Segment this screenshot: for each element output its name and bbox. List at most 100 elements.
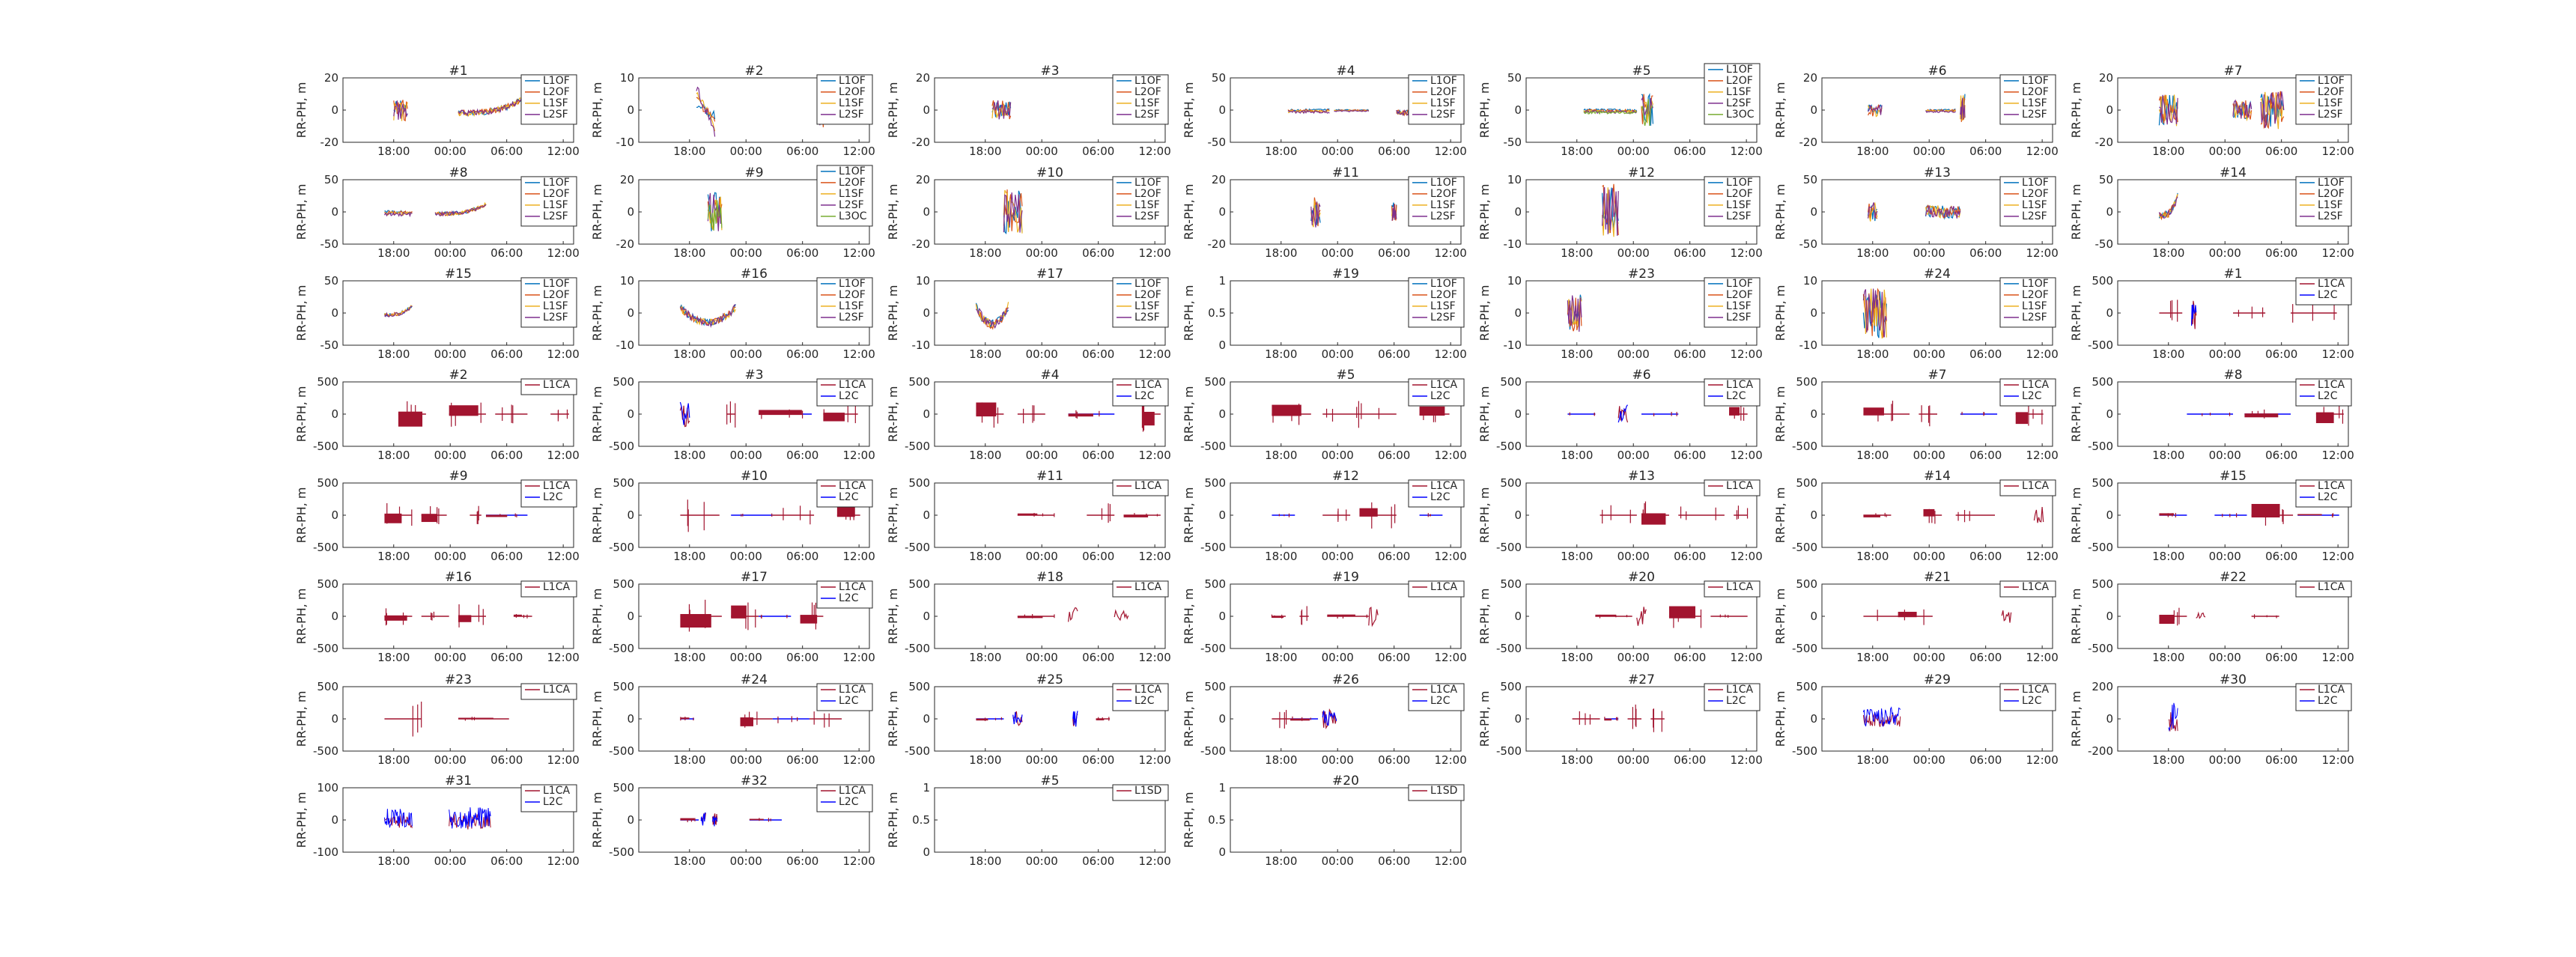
legend-entry: L1SF: [1430, 199, 1456, 211]
x-tick-label: 12:00: [1731, 145, 1763, 158]
y-tick-label: 1: [923, 781, 930, 795]
subplot-12: #13 RR-PH, m 50 0 -50 18:00 00:00 06:00 12:00 L1O…: [1773, 165, 2059, 260]
x-tick-label: 06:00: [1674, 246, 1706, 260]
x-tick-label: 12:00: [2026, 246, 2059, 260]
y-tick-label: -50: [1208, 136, 1227, 149]
x-tick-label: 00:00: [2209, 550, 2241, 563]
x-tick-label: 12:00: [1139, 854, 1171, 868]
legend-entry: L2SF: [1726, 97, 1752, 109]
x-tick-label: 18:00: [1561, 246, 1593, 260]
legend-entry: L2SF: [543, 210, 568, 222]
legend-entry: L1CA: [839, 480, 866, 492]
y-axis-label: RR-PH, m: [590, 487, 604, 544]
y-tick-label: 0: [1218, 845, 1226, 859]
legend-entry: L1OF: [839, 278, 866, 290]
legend-entry: L1CA: [839, 379, 866, 391]
y-tick-label: 500: [2092, 577, 2113, 591]
legend-entry: L2C: [1430, 695, 1450, 707]
x-tick-label: 12:00: [2026, 651, 2059, 664]
series-trace: [1641, 99, 1653, 127]
y-tick-label: 50: [1212, 71, 1226, 85]
legend-entry: L1CA: [1726, 379, 1753, 391]
y-axis-label: RR-PH, m: [1182, 691, 1196, 747]
legend-entry: L1OF: [1430, 177, 1457, 189]
x-tick-label: 18:00: [1265, 347, 1297, 361]
x-tick-label: 00:00: [1913, 651, 1945, 664]
x-tick-label: 18:00: [1856, 550, 1889, 563]
subplot-31: #12 RR-PH, m 500 0 -500 18:00 00:00 06:00 12:00 L…: [1182, 469, 1467, 563]
legend-entry: L1SF: [2318, 199, 2343, 211]
y-tick-label: 0: [627, 610, 634, 623]
legend-box: [1999, 580, 2056, 598]
series-trace: [2191, 304, 2197, 326]
legend-entry: L2C: [543, 491, 563, 503]
y-tick-label: -500: [2088, 440, 2113, 453]
y-tick-label: 0: [2106, 407, 2113, 421]
y-tick-label: 500: [2092, 476, 2113, 490]
y-tick-label: 500: [1500, 680, 1522, 693]
y-tick-label: 0: [331, 610, 338, 623]
x-tick-label: 06:00: [786, 550, 818, 563]
y-tick-label: 0: [1218, 610, 1226, 623]
subplot-49: #31 RR-PH, m 100 0 -100 18:00 00:00 06:00 12:00 L…: [294, 774, 580, 868]
legend-entry: L1CA: [1430, 480, 1457, 492]
x-tick-label: 06:00: [786, 246, 818, 260]
legend-entry: L1CA: [1726, 480, 1753, 492]
x-tick-label: 06:00: [1674, 347, 1706, 361]
subplot-title: #15: [445, 267, 472, 282]
y-axis-label: RR-PH, m: [294, 285, 309, 341]
legend-box: [520, 580, 577, 598]
x-tick-label: 06:00: [1969, 347, 2002, 361]
y-tick-label: 0: [1218, 508, 1226, 522]
legend-entry: L2C: [1430, 491, 1450, 503]
x-tick-label: 18:00: [377, 854, 410, 868]
legend-entry: L1CA: [2022, 684, 2049, 696]
y-tick-label: 0: [627, 813, 634, 827]
x-tick-label: 00:00: [1913, 753, 1945, 767]
y-tick-label: 20: [1212, 173, 1226, 186]
legend-box: [1999, 378, 2056, 407]
y-axis-label: RR-PH, m: [1477, 82, 1492, 139]
series-block: [2244, 413, 2279, 418]
series-block: [1898, 612, 1917, 618]
x-tick-label: 06:00: [1969, 753, 2002, 767]
legend-entry: L2OF: [839, 86, 866, 98]
legend-entry: L2SF: [543, 109, 568, 121]
series-trace: [1925, 110, 1956, 113]
series-block: [1123, 514, 1149, 517]
subplot-21: #2 RR-PH, m 500 0 -500 18:00 00:00 06:00 12:00 L1…: [294, 368, 580, 462]
x-tick-label: 06:00: [786, 145, 818, 158]
y-tick-label: -500: [609, 642, 634, 655]
series-block: [2015, 412, 2029, 425]
x-tick-label: 12:00: [1731, 449, 1763, 462]
x-tick-label: 12:00: [2322, 347, 2354, 361]
legend-entry: L2C: [1726, 390, 1746, 402]
x-tick-label: 06:00: [490, 550, 523, 563]
y-tick-label: -500: [1496, 744, 1522, 758]
y-axis-label: RR-PH, m: [886, 487, 900, 544]
series-trace: [1862, 706, 1901, 727]
y-axis-label: RR-PH, m: [2069, 285, 2083, 341]
legend-entry: L2C: [1134, 695, 1155, 707]
subplot-46: #27 RR-PH, m 500 0 -500 18:00 00:00 06:00 12:00 L…: [1477, 672, 1763, 767]
y-tick-label: -10: [1504, 338, 1522, 352]
series-trace: [2232, 101, 2252, 122]
legend-entry: L1SF: [1430, 300, 1456, 312]
series-trace: [1287, 108, 1330, 112]
legend-box: [1704, 277, 1761, 328]
x-tick-label: 06:00: [786, 651, 818, 664]
x-tick-label: 00:00: [1322, 145, 1354, 158]
x-tick-label: 06:00: [490, 246, 523, 260]
series-trace: [1072, 711, 1078, 727]
legend-entry: L1CA: [1134, 379, 1161, 391]
legend: L1SD: [1408, 784, 1465, 801]
legend-entry: L1OF: [2022, 75, 2049, 87]
x-tick-label: 12:00: [843, 347, 875, 361]
legend-box: [816, 277, 873, 328]
subplot-10: #11 RR-PH, m 20 0 -20 18:00 00:00 06:00 12:00 L1O…: [1182, 165, 1467, 260]
